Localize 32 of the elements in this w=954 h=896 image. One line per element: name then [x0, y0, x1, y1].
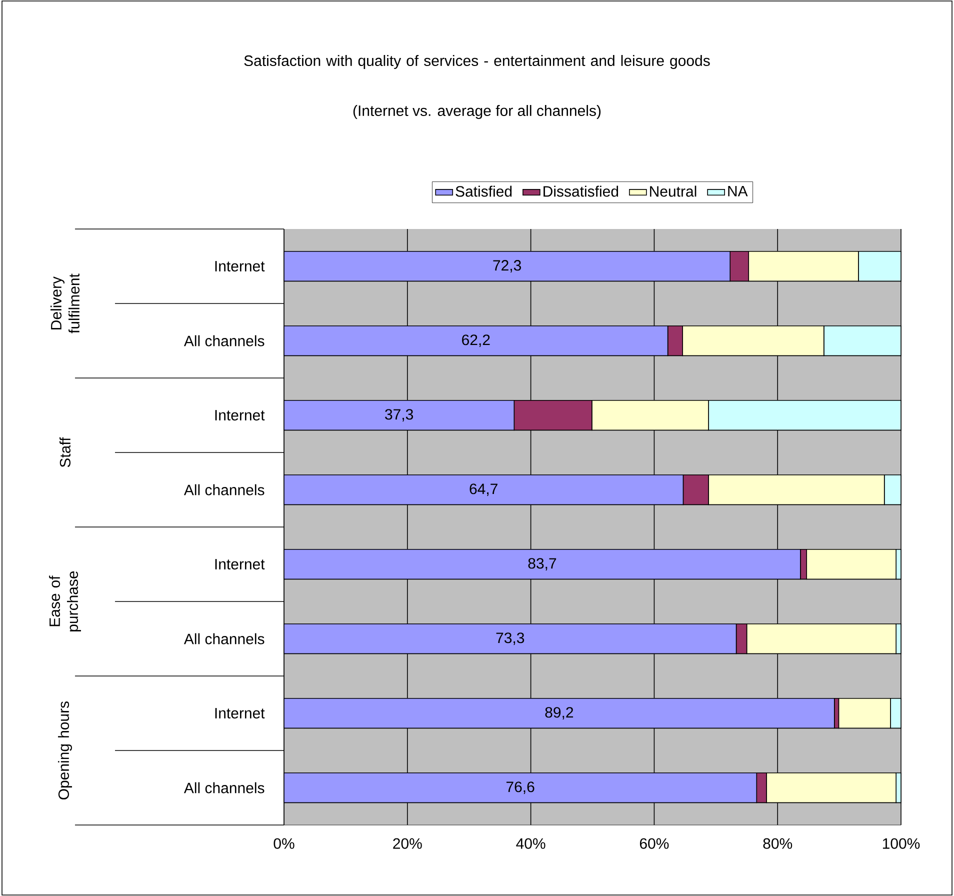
data-label: 64,7 [470, 484, 498, 496]
text: Opening hours [58, 701, 72, 800]
y-tick-label: Internet [215, 410, 265, 420]
x-tick-label: 20% [393, 838, 422, 849]
chart-title: Satisfaction with quality of services - entertainment and leisure goods [244, 55, 710, 69]
data-label: 76,6 [506, 782, 534, 794]
text: Staff [59, 437, 70, 468]
chart-subtitle: (Internet vs. average for all channels) [353, 105, 601, 119]
x-tick-label: 100% [882, 838, 920, 849]
legend-label: Dissatisfied [544, 186, 618, 197]
text: Delivery fulfilment [50, 274, 80, 334]
data-label: 83,7 [528, 558, 556, 570]
y-tick-label: All channels [184, 633, 264, 644]
text: Ease of purchase [49, 571, 81, 632]
x-tick-label: 40% [516, 838, 546, 849]
y-tick-label: All channels [184, 484, 264, 496]
x-tick-label: 60% [640, 838, 669, 849]
legend-label: Satisfied [456, 186, 512, 197]
y-tick-label: All channels [184, 335, 264, 346]
legend-label: NA [728, 186, 748, 196]
data-label: 72,3 [493, 260, 521, 272]
data-label: 62,2 [462, 334, 490, 347]
y-tick-label: All channels [184, 782, 264, 794]
legend-label: Neutral [650, 186, 696, 197]
data-label: 73,3 [496, 632, 524, 645]
y-tick-label: Internet [215, 708, 265, 718]
x-tick-label: 0% [274, 838, 294, 849]
data-label: 37,3 [385, 409, 414, 422]
data-label: 89,2 [545, 707, 574, 720]
y-tick-label: Internet [215, 261, 265, 272]
y-tick-label: Internet [215, 559, 265, 570]
x-tick-label: 80% [763, 838, 792, 849]
